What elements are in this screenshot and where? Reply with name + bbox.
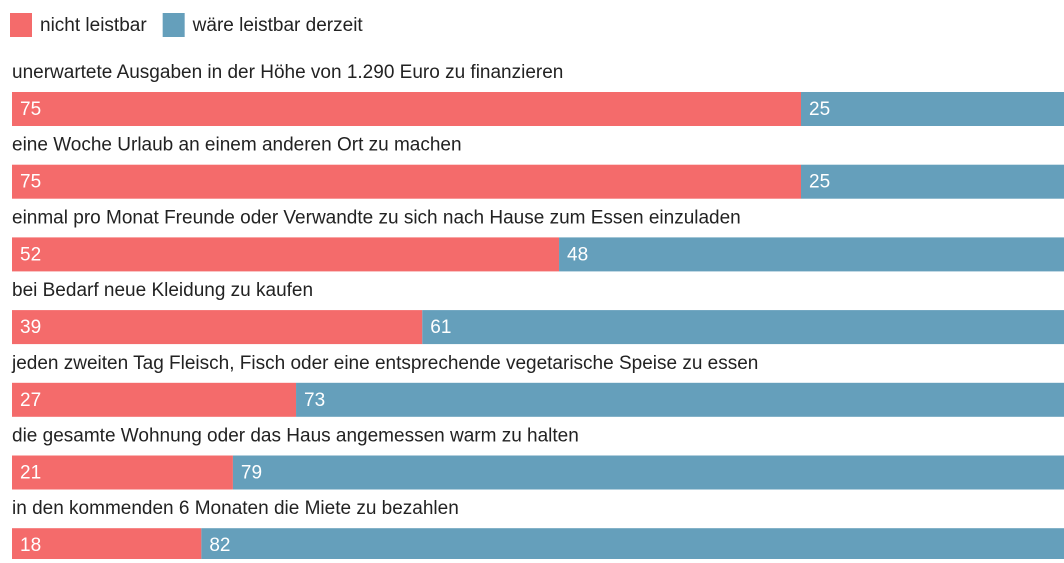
data-label: 79 [241, 463, 262, 484]
data-label: 73 [304, 390, 325, 411]
data-label: 82 [209, 535, 230, 556]
data-label: 27 [20, 390, 41, 411]
data-label: 48 [567, 244, 588, 265]
data-label: 75 [20, 99, 41, 120]
bar-segment [201, 528, 1064, 563]
legend-label: nicht leistbar [40, 15, 147, 36]
data-label: 25 [809, 172, 830, 193]
legend-label: wäre leistbar derzeit [192, 15, 364, 36]
bar-segment [801, 92, 1064, 126]
category-label: eine Woche Urlaub an einem anderen Ort z… [12, 135, 462, 156]
bar-segment [12, 528, 202, 563]
data-label: 39 [20, 317, 41, 338]
legend-swatch [10, 13, 32, 37]
category-label: unerwartete Ausgaben in der Höhe von 1.2… [12, 62, 563, 83]
bar-segment [422, 310, 1064, 345]
bar-segment [801, 164, 1064, 199]
data-label: 52 [20, 244, 41, 265]
bar-segment [12, 237, 560, 272]
data-label: 61 [430, 317, 451, 338]
bar-segment [232, 455, 1064, 490]
legend-swatch [162, 13, 185, 37]
category-label: bei Bedarf neue Kleidung zu kaufen [12, 280, 313, 301]
data-label: 25 [809, 99, 830, 120]
bar-segment [12, 164, 801, 199]
category-label: die gesamte Wohnung oder das Haus angeme… [12, 426, 579, 447]
bar-segment [12, 382, 297, 417]
bar-segment [12, 310, 423, 345]
category-label: einmal pro Monat Freunde oder Verwandte … [12, 207, 741, 228]
data-label: 18 [20, 535, 41, 556]
bar-segment [296, 382, 1064, 417]
bar-segment [12, 455, 233, 490]
category-label: jeden zweiten Tag Fleisch, Fisch oder ei… [11, 353, 758, 374]
category-label: in den kommenden 6 Monaten die Miete zu … [12, 498, 459, 519]
data-label: 21 [20, 463, 41, 484]
bar-segment [559, 237, 1064, 272]
data-label: 75 [20, 172, 41, 193]
bar-segment [12, 92, 801, 126]
